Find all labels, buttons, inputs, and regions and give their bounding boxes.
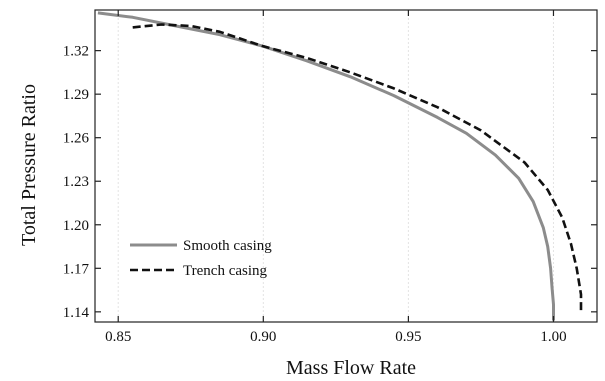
legend-label-trench-casing: Trench casing — [183, 263, 268, 279]
grid-layer — [117, 10, 554, 322]
legend-label-smooth-casing: Smooth casing — [183, 238, 272, 254]
y-tick-label: 1.20 — [63, 218, 89, 234]
legend: Smooth casing Trench casing — [130, 238, 272, 279]
axes-layer — [94, 9, 598, 323]
plot-frame — [94, 9, 598, 323]
y-tick-label: 1.14 — [63, 305, 90, 321]
y-tick-label: 1.23 — [63, 174, 89, 190]
ticks-layer: 0.85 0.90 0.95 1.00 1.14 1.17 1.20 1.23 1.26 1.29… — [63, 10, 597, 345]
series-layer — [97, 11, 583, 321]
series-line-trench-casing — [132, 23, 583, 314]
y-axis-title: Total Pressure Ratio — [18, 84, 40, 246]
series-line-smooth-casing — [97, 11, 555, 321]
x-tick-label: 1.00 — [540, 329, 566, 345]
y-tick-label: 1.17 — [63, 261, 90, 277]
y-tick-label: 1.26 — [63, 131, 90, 147]
y-tick-label: 1.32 — [63, 44, 89, 60]
x-tick-label: 0.85 — [105, 329, 131, 345]
x-axis-title: Mass Flow Rate — [286, 357, 416, 379]
y-tick-label: 1.29 — [63, 87, 89, 103]
x-tick-label: 0.90 — [250, 329, 276, 345]
x-tick-label: 0.95 — [395, 329, 421, 345]
